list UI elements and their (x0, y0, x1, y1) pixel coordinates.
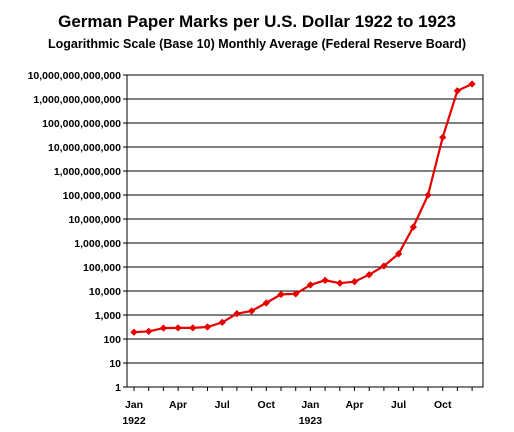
y-tick-label: 10 (109, 358, 121, 370)
x-tick-label: Jan (125, 399, 143, 411)
y-tick-label: 1,000,000,000,000 (33, 94, 121, 106)
data-point (453, 87, 462, 95)
chart-subtitle: Logarithmic Scale (Base 10) Monthly Aver… (48, 37, 466, 51)
data-point (365, 270, 373, 279)
data-point (130, 328, 138, 336)
data-point (247, 307, 256, 315)
y-tick-label: 10,000 (89, 286, 121, 298)
data-point (380, 262, 388, 270)
data-point (218, 318, 226, 327)
y-tick-label: 10,000,000,000,000 (28, 70, 122, 82)
y-tick-label: 100 (103, 334, 121, 346)
x-tick-label: Oct (434, 399, 452, 411)
x-year-label: 1923 (299, 415, 323, 427)
data-point (350, 277, 359, 286)
x-tick-label: Apr (169, 399, 187, 411)
y-tick-label: 1 (115, 382, 121, 394)
data-point (144, 327, 153, 336)
y-tick-label: 100,000 (83, 262, 121, 274)
y-tick-label: 1,000,000 (74, 238, 121, 250)
y-tick-label: 1,000,000,000 (54, 166, 121, 178)
data-point (159, 324, 168, 332)
y-tick-label: 100,000,000,000 (42, 118, 121, 130)
data-point (336, 279, 344, 287)
data-point (306, 281, 315, 289)
x-year-label: 1922 (122, 415, 146, 427)
data-point (277, 290, 285, 299)
data-point (233, 309, 241, 318)
x-tick-label: Jul (391, 399, 406, 411)
data-point (438, 133, 447, 142)
data-point (174, 324, 182, 332)
y-tick-label: 10,000,000 (68, 214, 121, 226)
data-point (409, 223, 418, 231)
data-point (262, 299, 271, 307)
series-line (133, 83, 473, 334)
data-point (321, 276, 329, 285)
chart-title: German Paper Marks per U.S. Dollar 1922 … (58, 12, 456, 31)
data-point (189, 324, 197, 332)
plot-frame (126, 74, 484, 388)
x-tick-label: Jul (215, 399, 230, 411)
y-tick-label: 100,000,000 (63, 190, 122, 202)
data-point (291, 290, 300, 298)
x-tick-label: Jan (301, 399, 319, 411)
data-point (394, 250, 403, 258)
x-tick-label: Oct (258, 399, 276, 411)
y-tick-label: 10,000,000,000 (48, 142, 121, 154)
data-point (424, 191, 432, 199)
y-tick-label: 1,000 (95, 310, 121, 322)
data-point (203, 323, 212, 331)
data-point (468, 80, 476, 88)
x-tick-label: Apr (345, 399, 363, 411)
